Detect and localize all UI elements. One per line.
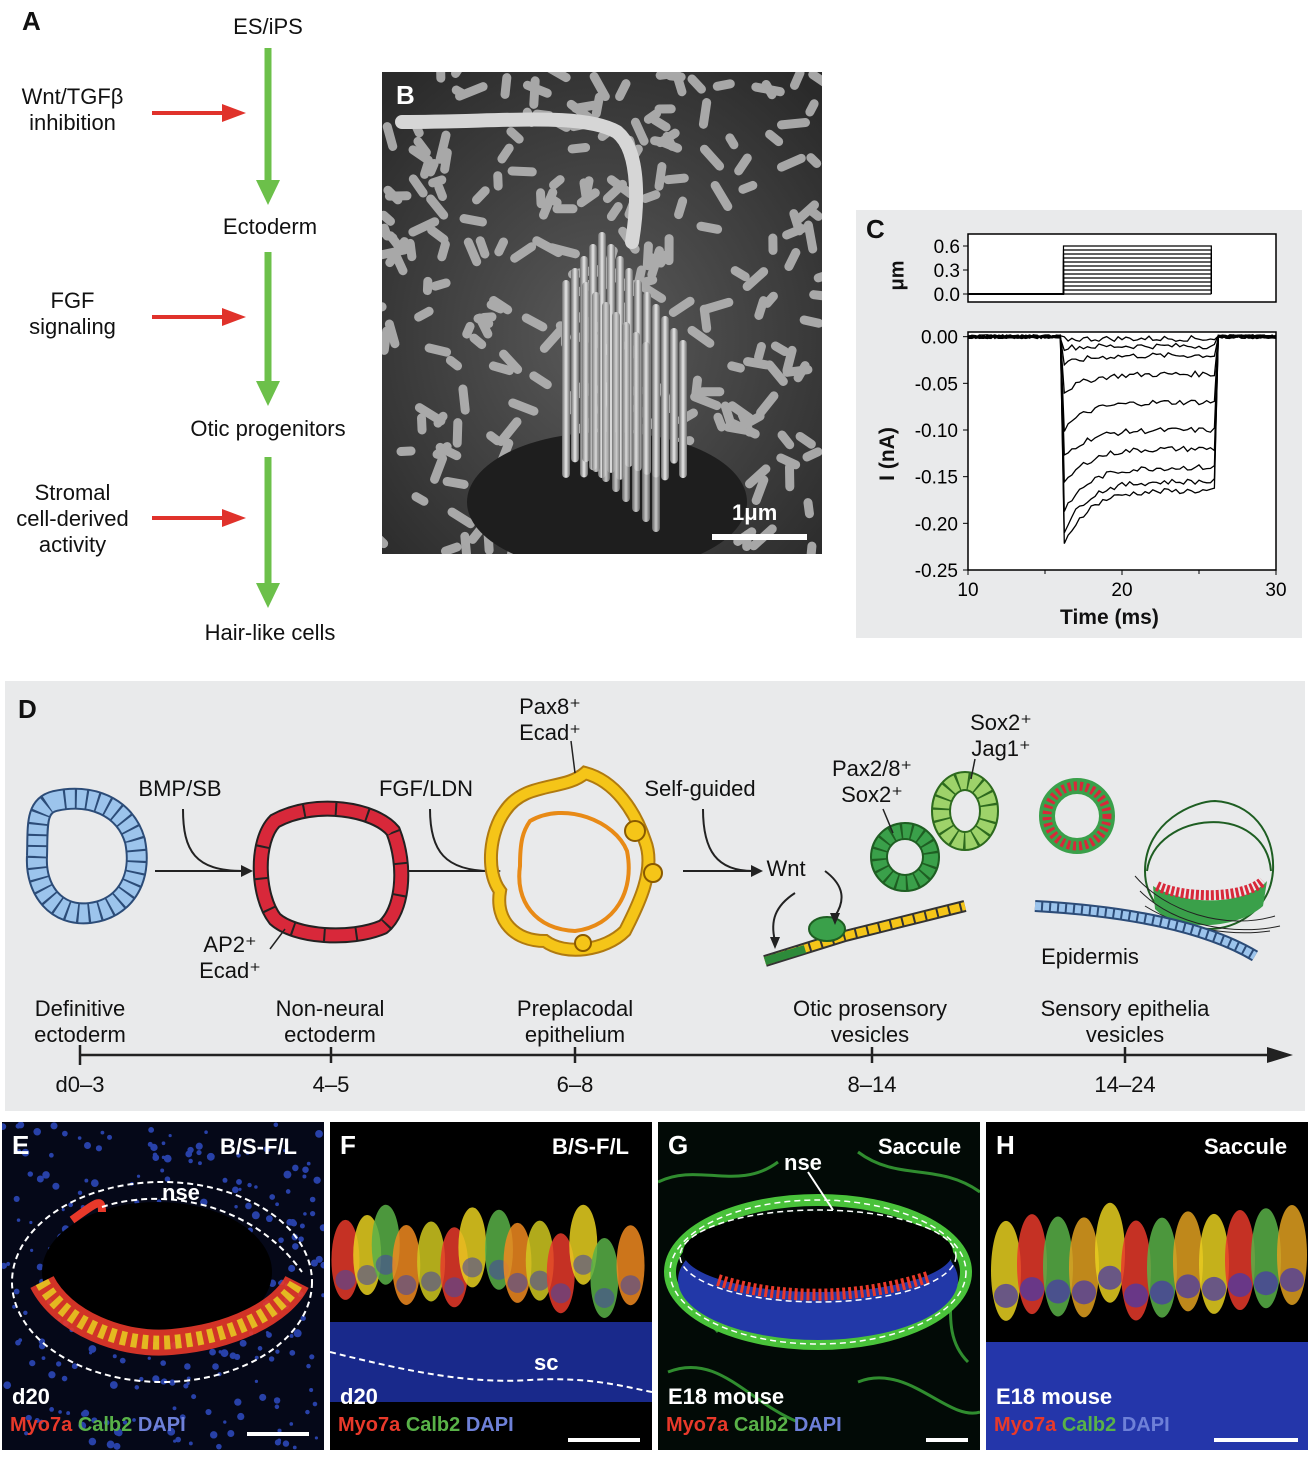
x-tick-label: 30 (1265, 580, 1286, 601)
stimulus-tick-label: 0.6 (934, 237, 960, 258)
day-6-8: 6–8 (556, 1072, 594, 1097)
stage-preplacodal-epithelium: Preplacodal epithelium (516, 996, 634, 1047)
panel-e-nse: nse (162, 1180, 200, 1205)
treatment-bmp-sb: BMP/SB (138, 776, 222, 801)
panel-e-condition: B/S-F/L (220, 1134, 297, 1159)
panel-d-box (5, 681, 1305, 1111)
step-otic-progenitors: Otic progenitors (190, 416, 346, 441)
panel-f-image: F B/S-F/L sc d20 Myo7a Calb2 DAPI (330, 1122, 652, 1450)
marker-sox2-b: Sox2⁺ (970, 710, 1032, 735)
marker-ap2: AP2⁺ (203, 932, 257, 957)
treatment-fgf-ldn: FGF/LDN (378, 776, 474, 801)
stimulus-tick-label: 0.0 (934, 285, 960, 306)
panel-h-age: E18 mouse (996, 1384, 1113, 1409)
marker-ecad-2: Ecad⁺ (519, 720, 581, 745)
y-tick-label: 0.00 (921, 328, 958, 349)
panel-g-condition: Saccule (878, 1134, 962, 1159)
factor-stromal: Stromal cell-derived activity (16, 480, 129, 557)
stereocilium (602, 302, 610, 482)
panel-g-label: G (668, 1130, 689, 1160)
marker-jag1: Jag1⁺ (971, 736, 1031, 761)
panel-f-age: d20 (340, 1384, 378, 1409)
panel-e-stain-legend: Myo7a Calb2 DAPI (10, 1414, 186, 1436)
day-8-14: 8–14 (847, 1072, 897, 1097)
panel-b-sem-image: B 1μm (382, 72, 822, 554)
x-tick-label: 10 (957, 580, 978, 601)
day-14-24: 14–24 (1094, 1072, 1156, 1097)
panel-c-label: C (866, 214, 885, 244)
hair-bundle-sem (382, 72, 822, 554)
stage-definitive-ectoderm: Definitive ectoderm (34, 996, 126, 1047)
marker-sox2-a: Sox2⁺ (841, 782, 903, 807)
panel-h-image: H Saccule E18 mouse Myo7a Calb2 DAPI (986, 1122, 1308, 1450)
panel-c-chart: 0.00 -0.05 -0.10 -0.15 -0.20 -0.25 10 20 30 0.6… (915, 233, 1287, 601)
stereocilium (642, 342, 650, 522)
stereocilium (670, 328, 678, 464)
panel-g-nse: nse (784, 1150, 822, 1175)
panel-b-label: B (396, 80, 415, 110)
panel-f-sc: sc (534, 1350, 559, 1375)
y-tick-label: -0.10 (915, 421, 958, 442)
panel-g-stain-legend: Myo7a Calb2 DAPI (666, 1414, 842, 1436)
current-trace (967, 334, 1277, 544)
stage-otic-prosensory-vesicles: Otic prosensory vesicles (792, 996, 948, 1047)
treatment-self-guided: Self-guided (644, 776, 756, 801)
marker-ecad-1: Ecad⁺ (199, 958, 261, 983)
panel-g-age: E18 mouse (668, 1384, 785, 1409)
x-tick-label: 20 (1111, 580, 1132, 601)
stage-sensory-epithelia-vesicles: Sensory epithelia vesicles (1040, 996, 1210, 1047)
stimulus-ylabel: μm (886, 260, 909, 291)
day-4-5: 4–5 (312, 1072, 350, 1097)
stereocilium (612, 312, 620, 492)
panel-f-label: F (340, 1130, 356, 1160)
factor-fgf: FGF signaling (29, 288, 116, 339)
panel-f-condition: B/S-F/L (552, 1134, 629, 1159)
stereocilium (622, 322, 630, 502)
day-0-3: d0–3 (55, 1072, 105, 1097)
y-tick-label: -0.05 (915, 374, 958, 395)
stage-non-neural-ectoderm: Non-neural ectoderm (275, 996, 385, 1047)
y-tick-label: -0.20 (915, 514, 958, 535)
stereocilium (562, 280, 570, 478)
stereocilium (571, 268, 579, 463)
panel-g-image: G Saccule nse E18 mouse Myo7a Calb2 DAPI (658, 1122, 980, 1450)
step-ectoderm: Ectoderm (222, 214, 318, 239)
stereocilium (592, 292, 600, 472)
panel-h-label: H (996, 1130, 1015, 1160)
panel-h-condition: Saccule (1204, 1134, 1288, 1159)
marker-pax2-8: Pax2/8⁺ (831, 756, 913, 781)
stereocilium (632, 332, 640, 512)
wnt-label: Wnt (766, 856, 806, 881)
stimulus-step (968, 245, 1212, 295)
marker-pax8: Pax8⁺ (519, 694, 581, 719)
current-xlabel: Time (ms) (1060, 606, 1159, 629)
y-tick-label: -0.15 (915, 468, 958, 489)
current-plot-frame (967, 331, 1277, 571)
panel-e-age: d20 (12, 1384, 50, 1409)
panel-a-arrows (152, 48, 280, 608)
panel-d-diagram (25, 740, 1293, 1065)
factor-wnt-tgf: Wnt/TGFβ inhibition (21, 84, 124, 135)
panel-d-label: D (18, 694, 37, 724)
epidermis-label: Epidermis (1041, 944, 1139, 969)
stimulus-plot-frame (967, 233, 1277, 303)
panel-f-stain-legend: Myo7a Calb2 DAPI (338, 1414, 514, 1436)
stereocilium (661, 316, 669, 481)
stereocilium (679, 340, 687, 479)
step-es-ips: ES/iPS (233, 14, 303, 39)
current-ylabel: I (nA) (876, 427, 899, 481)
step-hair-like-cells: Hair-like cells (204, 620, 336, 645)
y-tick-label: -0.25 (915, 561, 958, 582)
panel-a-label: A (22, 6, 41, 36)
panel-e-label: E (12, 1130, 30, 1160)
panel-h-stain-legend: Myo7a Calb2 DAPI (994, 1414, 1170, 1436)
stereocilium (652, 352, 660, 532)
stereocilium (582, 282, 590, 462)
panel-e-image: E B/S-F/L nse d20 Myo7a Calb2 DAPI (2, 1122, 324, 1450)
scale-bar-label: 1μm (732, 500, 778, 525)
stimulus-tick-label: 0.3 (934, 261, 960, 282)
